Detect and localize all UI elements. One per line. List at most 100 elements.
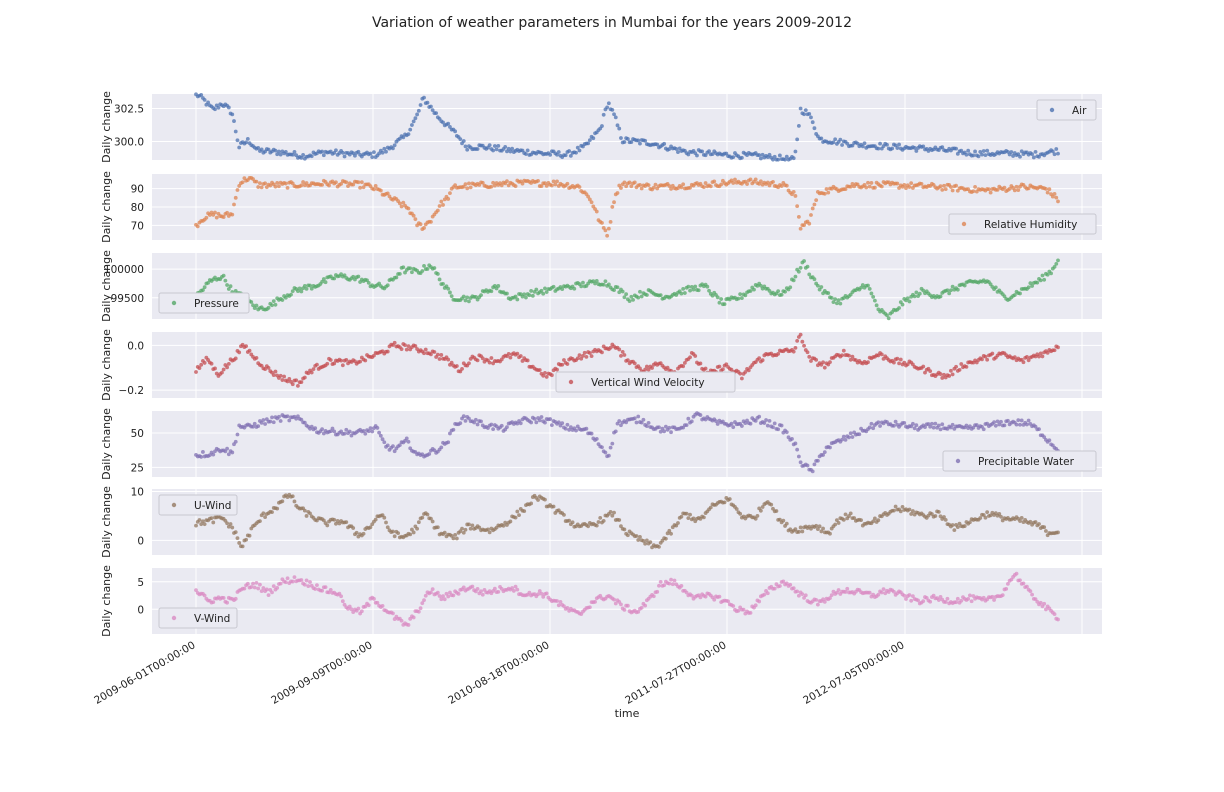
data-point <box>1033 520 1038 524</box>
data-point <box>988 190 993 195</box>
data-point <box>429 104 433 109</box>
data-point <box>467 522 471 527</box>
data-point <box>871 426 876 431</box>
data-point <box>230 450 235 455</box>
data-point <box>698 361 703 366</box>
data-point <box>549 373 554 378</box>
data-point <box>688 185 692 190</box>
data-point <box>964 152 969 157</box>
data-point <box>741 607 746 612</box>
data-point <box>682 360 687 365</box>
data-point <box>423 347 428 352</box>
data-point <box>1018 578 1022 583</box>
data-point <box>638 141 642 146</box>
data-point <box>530 293 535 298</box>
data-point <box>560 421 565 426</box>
data-point <box>712 597 717 602</box>
data-point <box>587 351 592 355</box>
data-point <box>976 154 981 159</box>
legend-label: Air <box>1072 105 1087 117</box>
data-point <box>802 112 806 117</box>
data-point <box>411 119 416 124</box>
data-point <box>278 419 283 423</box>
data-point <box>594 523 599 528</box>
data-point <box>898 357 903 362</box>
data-point <box>814 597 819 602</box>
data-point <box>748 610 753 615</box>
data-point <box>235 536 240 541</box>
data-point <box>662 429 667 434</box>
data-point <box>758 508 763 513</box>
data-point <box>556 150 561 154</box>
data-point <box>359 609 364 614</box>
data-point <box>541 291 546 296</box>
data-point <box>796 454 801 459</box>
data-point <box>665 365 670 370</box>
data-point <box>549 183 554 188</box>
data-point <box>938 184 943 189</box>
data-point <box>639 605 644 610</box>
data-point <box>541 594 546 599</box>
data-point <box>615 285 620 290</box>
data-point <box>625 137 630 141</box>
data-point <box>385 525 390 530</box>
data-point <box>980 152 984 157</box>
data-point <box>527 293 532 298</box>
data-point <box>456 591 461 596</box>
data-point <box>921 364 926 369</box>
data-point <box>643 138 648 143</box>
data-point <box>344 520 349 525</box>
data-point <box>302 284 307 288</box>
data-point <box>653 182 658 187</box>
data-point <box>876 518 881 523</box>
data-point <box>408 127 413 132</box>
data-point <box>606 453 611 458</box>
data-point <box>373 184 378 188</box>
data-point <box>760 505 765 509</box>
data-point <box>435 525 440 530</box>
data-point <box>632 416 637 421</box>
legend: U-Wind <box>158 494 238 516</box>
data-point <box>812 202 817 207</box>
data-point <box>525 358 530 363</box>
data-point <box>684 511 689 516</box>
data-point <box>230 525 235 530</box>
data-point <box>233 129 238 134</box>
data-point <box>581 354 585 358</box>
data-point <box>1016 418 1021 423</box>
data-point <box>612 112 616 117</box>
data-point <box>194 370 198 374</box>
data-point <box>356 149 361 154</box>
data-point <box>278 581 283 586</box>
data-point <box>226 105 231 110</box>
data-point <box>598 515 603 520</box>
data-point <box>897 306 901 310</box>
data-point <box>392 534 397 539</box>
data-point <box>277 184 281 189</box>
data-point <box>980 357 984 362</box>
data-point <box>499 423 504 428</box>
data-point <box>299 155 304 160</box>
data-point <box>800 339 805 344</box>
data-point <box>866 360 870 365</box>
data-point <box>344 427 349 432</box>
data-point <box>757 356 762 361</box>
data-point <box>296 289 300 294</box>
data-point <box>909 512 914 516</box>
data-point <box>781 518 786 523</box>
data-point <box>347 429 352 434</box>
data-point <box>394 275 399 280</box>
data-point <box>439 199 444 204</box>
data-point <box>579 284 584 289</box>
data-point <box>845 586 850 591</box>
data-point <box>415 112 420 117</box>
data-point <box>876 592 881 597</box>
data-point <box>814 523 819 528</box>
data-point <box>795 338 800 343</box>
data-point <box>822 450 827 455</box>
data-point <box>277 149 281 154</box>
data-point <box>852 516 857 520</box>
data-point <box>707 288 711 293</box>
data-point <box>738 371 743 376</box>
data-point <box>385 443 390 448</box>
